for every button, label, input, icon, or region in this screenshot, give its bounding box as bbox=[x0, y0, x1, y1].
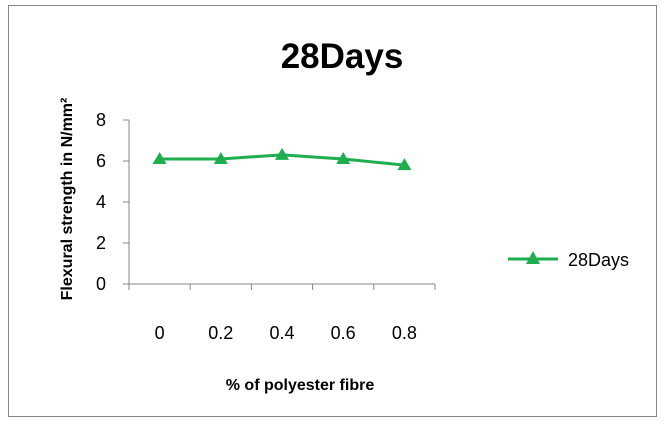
y-axis: 0 2 4 6 8 bbox=[96, 110, 130, 294]
x-tick-label: 0.2 bbox=[208, 323, 233, 343]
chart-title: 28Days bbox=[281, 37, 404, 76]
legend-entry-label: 28Days bbox=[568, 250, 629, 270]
data-point-marker bbox=[336, 151, 351, 164]
y-tick-label: 0 bbox=[96, 274, 106, 294]
y-tick-label: 4 bbox=[96, 192, 106, 212]
y-axis-label: Flexural strength in N/mm² bbox=[59, 98, 76, 301]
legend-triangle-marker-icon bbox=[526, 251, 540, 264]
y-tick-label: 8 bbox=[96, 110, 106, 130]
data-point-marker bbox=[152, 151, 167, 164]
x-axis: 0 0.2 0.4 0.6 0.8 bbox=[128, 283, 436, 343]
data-point-marker bbox=[213, 151, 228, 164]
x-tick-label: 0.6 bbox=[331, 323, 356, 343]
y-tick-label: 2 bbox=[96, 233, 106, 253]
y-tick-label: 6 bbox=[96, 151, 106, 171]
x-tick-label: 0.4 bbox=[269, 323, 294, 343]
data-point-marker bbox=[275, 147, 289, 160]
x-axis-label: % of polyester fibre bbox=[226, 377, 375, 394]
x-tick-label: 0.8 bbox=[392, 323, 417, 343]
legend: 28Days bbox=[508, 250, 629, 270]
chart-area bbox=[8, 5, 657, 417]
data-point-marker bbox=[397, 158, 412, 171]
x-tick-label: 0 bbox=[155, 323, 165, 343]
series-layer bbox=[152, 147, 412, 171]
